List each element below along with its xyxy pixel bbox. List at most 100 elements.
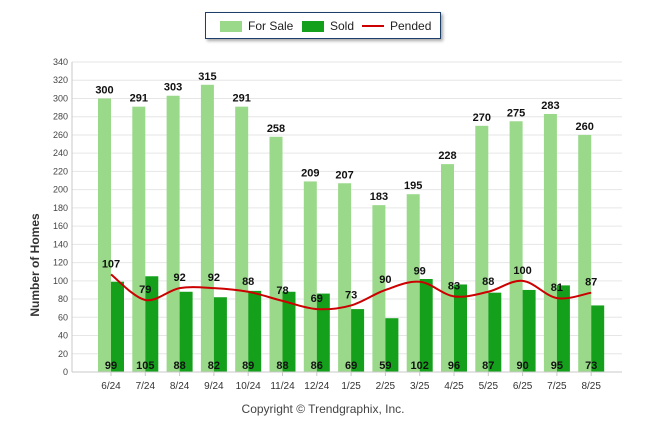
legend-label-for-sale: For Sale <box>248 19 294 33</box>
for-sale-bar <box>166 95 180 372</box>
sold-value-label: 96 <box>448 360 460 372</box>
y-tick-label: 200 <box>53 185 68 195</box>
for-sale-bar <box>372 205 386 372</box>
for-sale-value-label: 195 <box>404 180 422 192</box>
for-sale-bar <box>303 181 317 372</box>
sold-bar <box>179 291 193 372</box>
for-sale-bar <box>578 134 592 372</box>
y-tick-label: 0 <box>63 367 68 377</box>
for-sale-bar <box>98 98 111 373</box>
y-axis-title: Number of Homes <box>28 213 42 317</box>
for-sale-value-label: 315 <box>198 71 216 83</box>
for-sale-value-label: 183 <box>370 191 388 203</box>
data-labels: 300 99 291 105 303 88 315 82 291 89 258 88 209 86 207 6… <box>95 71 597 372</box>
sold-bar <box>351 309 365 372</box>
pended-value-label: 100 <box>513 265 531 277</box>
pended-value-label: 69 <box>311 293 323 305</box>
legend-label-sold: Sold <box>330 19 355 33</box>
sold-value-label: 88 <box>276 360 288 372</box>
for-sale-value-label: 270 <box>473 112 491 124</box>
pended-value-label: 73 <box>345 289 357 301</box>
x-tick-label: 6/24 <box>101 381 121 392</box>
y-tick-label: 340 <box>53 57 68 67</box>
sold-bar <box>213 297 227 372</box>
y-tick-label: 20 <box>58 349 68 359</box>
for-sale-value-label: 300 <box>95 84 113 96</box>
legend-item-sold[interactable]: Sold <box>302 19 354 33</box>
sold-bar <box>385 318 399 372</box>
pended-value-label: 88 <box>482 276 494 288</box>
x-tick-label: 12/24 <box>304 381 329 392</box>
pended-value-label: 90 <box>379 274 391 286</box>
for-sale-value-label: 209 <box>301 167 319 179</box>
for-sale-bar <box>406 194 420 372</box>
x-tick-label: 10/24 <box>236 381 261 392</box>
x-tick-label: 9/24 <box>204 381 224 392</box>
sold-bar <box>316 293 330 372</box>
x-tick-label: 3/25 <box>410 381 430 392</box>
for-sale-bar <box>509 121 523 372</box>
y-tick-label: 140 <box>53 239 68 249</box>
y-tick-label: 280 <box>53 112 68 122</box>
sold-bar <box>488 292 502 372</box>
sold-value-label: 59 <box>379 360 391 372</box>
for-sale-bar <box>132 106 146 373</box>
sold-bar <box>591 305 605 372</box>
for-sale-value-label: 207 <box>335 169 353 181</box>
for-sale-value-label: 291 <box>130 93 148 105</box>
legend-item-pended[interactable]: Pended <box>362 19 431 33</box>
x-tick-label: 6/25 <box>513 381 533 392</box>
for-sale-bar <box>338 183 352 372</box>
grid-lines <box>72 61 622 373</box>
pended-value-label: 99 <box>414 266 426 278</box>
sold-bar <box>419 279 433 372</box>
bars <box>98 84 605 373</box>
for-sale-value-label: 303 <box>164 82 182 94</box>
for-sale-swatch <box>220 20 242 32</box>
sold-value-label: 90 <box>516 360 528 372</box>
pended-value-label: 83 <box>448 280 460 292</box>
sold-value-label: 105 <box>136 360 154 372</box>
pended-line <box>110 273 592 311</box>
for-sale-bar <box>235 106 249 373</box>
sold-bar <box>111 281 124 372</box>
sold-bar <box>454 284 467 372</box>
pended-value-label: 87 <box>585 277 597 289</box>
y-axis: 0 20 40 60 80 100 120 140 160 180 200 220 240 260 280 3… <box>53 57 73 377</box>
sold-value-label: 86 <box>311 360 323 372</box>
sold-value-label: 82 <box>208 360 220 372</box>
for-sale-value-label: 228 <box>438 150 456 162</box>
y-tick-label: 180 <box>53 203 68 213</box>
legend: For Sale Sold Pended <box>205 12 441 39</box>
sold-value-label: 88 <box>173 360 185 372</box>
for-sale-value-label: 258 <box>267 123 285 135</box>
for-sale-bar <box>200 84 214 372</box>
sold-bar <box>556 285 570 372</box>
sold-value-label: 87 <box>482 360 494 372</box>
pended-value-label: 92 <box>173 272 185 284</box>
sold-value-label: 89 <box>242 360 254 372</box>
sold-value-label: 95 <box>551 360 563 372</box>
y-tick-label: 240 <box>53 148 68 158</box>
sold-value-label: 69 <box>345 360 357 372</box>
x-tick-label: 7/24 <box>136 381 156 392</box>
y-tick-label: 160 <box>53 221 68 231</box>
sold-bar <box>522 289 536 372</box>
x-tick-label: 5/25 <box>479 381 499 392</box>
y-tick-label: 260 <box>53 130 68 140</box>
pended-value-label: 88 <box>242 276 254 288</box>
x-tick-label: 8/24 <box>170 381 190 392</box>
y-tick-label: 300 <box>53 93 68 103</box>
for-sale-bar <box>441 164 454 372</box>
legend-item-for-sale[interactable]: For Sale <box>220 19 293 33</box>
x-tick-label: 11/24 <box>270 381 295 392</box>
y-axis-title-container: Number of Homes <box>5 160 65 370</box>
pended-line-layer <box>110 273 592 311</box>
y-tick-label: 220 <box>53 166 68 176</box>
x-axis: 6/24 7/24 8/24 9/24 10/24 11/24 12/24 1/25 2/25 3… <box>72 371 622 392</box>
for-sale-value-label: 275 <box>507 107 525 119</box>
for-sale-value-label: 291 <box>233 93 251 105</box>
pended-value-label: 79 <box>139 284 151 296</box>
for-sale-value-label: 260 <box>576 121 594 133</box>
